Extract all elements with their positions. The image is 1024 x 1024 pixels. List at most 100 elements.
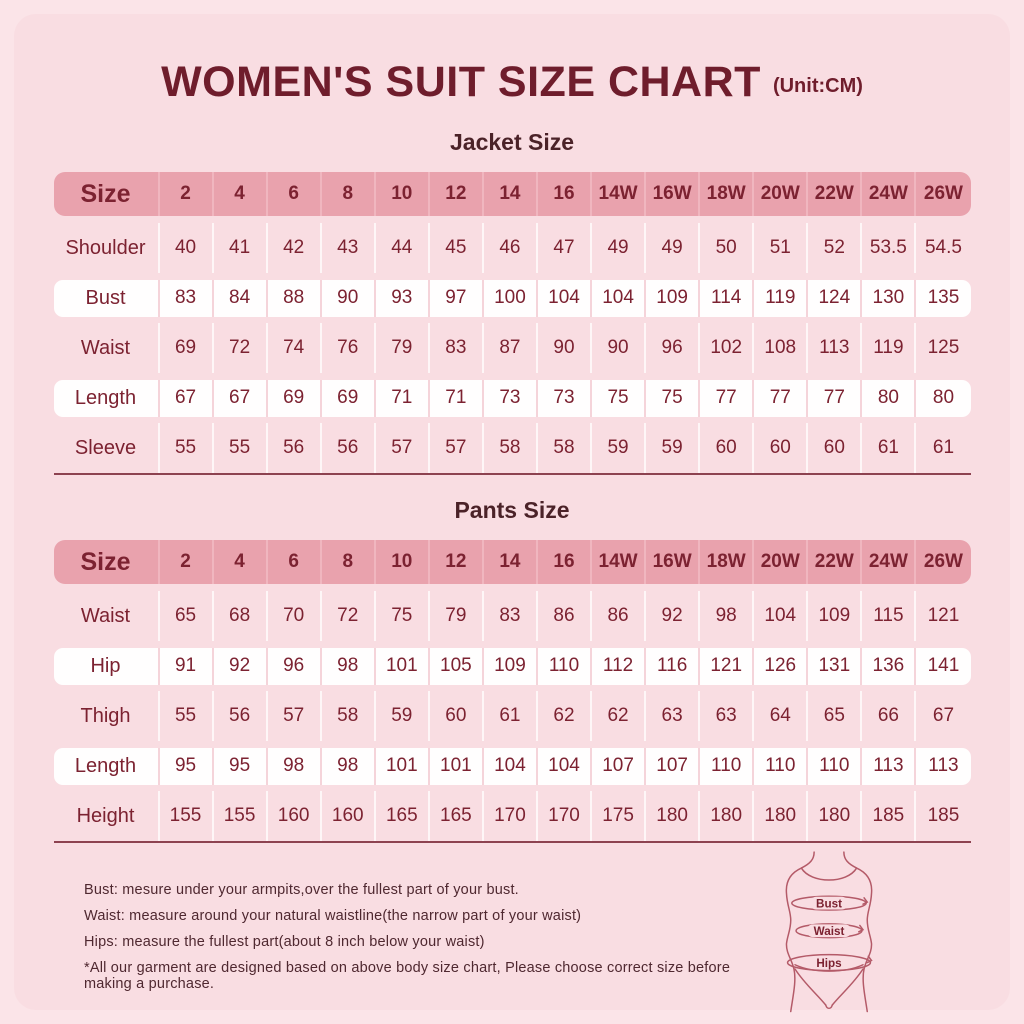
value-cell: 96 (646, 323, 701, 373)
value-cell: 71 (376, 379, 430, 417)
value-cell: 62 (592, 691, 647, 741)
value-cell: 69 (268, 379, 322, 417)
row-label: Length (54, 379, 160, 417)
header-cell: 26W (923, 551, 963, 572)
value-cell: 141 (927, 655, 960, 676)
header-cell: 2 (160, 172, 214, 216)
value-cell: 160 (268, 791, 322, 841)
value-cell: 113 (808, 323, 863, 373)
value-cell: 86 (538, 591, 593, 641)
bikini-crotch (825, 1004, 833, 1010)
value-cell: 77 (754, 379, 809, 417)
value-cell: 155 (160, 791, 214, 841)
value-cell: 109 (808, 591, 863, 641)
value-cell: 104 (754, 591, 809, 641)
value-cell: 109 (646, 279, 701, 317)
table-row: Bust 83 84 88 90 93 97 100 104 104 109 114 119 124 130… (53, 279, 971, 317)
value-cell: 180 (700, 791, 755, 841)
value-cell: 131 (808, 647, 863, 685)
bikini-right-leg (831, 968, 864, 1006)
row-label: Length (54, 747, 160, 785)
header-cell: 4 (214, 172, 268, 216)
value-cell: 63 (646, 691, 701, 741)
value-cell: 59 (646, 423, 701, 473)
size-table-header-row: Size 2 4 6 8 10 12 14 16 14W 16W 18W 20W 22W 24W 26W (53, 172, 971, 216)
value-cell: 44 (376, 223, 430, 273)
value-cell: 45 (430, 223, 484, 273)
value-cell: 101 (376, 647, 430, 685)
value-cell: 46 (484, 223, 538, 273)
value-cell: 41 (214, 223, 268, 273)
value-cell: 73 (538, 379, 593, 417)
value-cell: 136 (862, 647, 917, 685)
value-cell: 110 (754, 747, 809, 785)
table-row: Height 155 155 160 160 165 165 170 170 175 180 180 1… (54, 791, 971, 841)
header-cell: 16 (538, 172, 593, 216)
value-cell: 63 (700, 691, 755, 741)
value-cell: 57 (268, 691, 322, 741)
value-cell: 51 (754, 223, 809, 273)
value-cell: 98 (268, 747, 322, 785)
value-cell: 66 (862, 691, 917, 741)
value-cell: 80 (932, 387, 955, 408)
size-chart-panel: WOMEN'S SUIT SIZE CHART (Unit:CM) Jacket… (14, 14, 1010, 1013)
value-cell: 175 (592, 791, 647, 841)
unit-label: (Unit:CM) (772, 75, 863, 97)
value-cell: 104 (538, 747, 593, 785)
table-row: Length 67 67 69 69 71 71 73 73 75 75 77 77 77 80 80 (53, 379, 971, 417)
row-label: Thigh (54, 691, 160, 741)
header-cell: 14 (484, 540, 538, 584)
value-cell: 75 (592, 379, 647, 417)
value-cell: 105 (430, 647, 484, 685)
value-cell: 90 (538, 323, 593, 373)
value-cell: 110 (808, 747, 863, 785)
header-cell: 8 (322, 540, 376, 584)
row-label: Hip (54, 647, 160, 685)
value-cell: 90 (592, 323, 647, 373)
value-cell: 84 (214, 279, 268, 317)
value-cell: 69 (160, 323, 214, 373)
value-cell: 100 (484, 279, 538, 317)
hips-band (786, 953, 872, 972)
value-cell: 101 (430, 747, 484, 785)
value-cell: 68 (214, 591, 268, 641)
value-cell: 62 (538, 691, 593, 741)
table-row: Sleeve 55 55 56 56 57 57 58 58 59 59 60 60 60 61 61 (54, 423, 971, 473)
header-size-cell: Size (54, 172, 160, 216)
neckline (800, 867, 858, 881)
note-hips: Hips: measure the fullest part(about 8 i… (84, 934, 485, 950)
value-cell: 113 (862, 747, 917, 785)
header-cell: 14W (592, 540, 647, 584)
header-cell: 2 (160, 540, 214, 584)
value-cell: 72 (322, 591, 376, 641)
row-label: Bust (54, 279, 160, 317)
header-cell: 18W (700, 540, 755, 584)
bikini-left-leg (794, 968, 827, 1006)
value-cell: 119 (862, 323, 917, 373)
value-cell: 59 (592, 423, 647, 473)
value-cell: 49 (592, 223, 647, 273)
value-cell: 104 (592, 279, 647, 317)
table-row: Thigh 55 56 57 58 59 60 61 62 62 63 63 64 65 66 67 (54, 691, 971, 741)
value-cell: 107 (592, 747, 647, 785)
row-label: Shoulder (54, 223, 160, 273)
value-cell: 97 (430, 279, 484, 317)
value-cell: 87 (484, 323, 538, 373)
value-cell: 67 (932, 705, 955, 726)
value-cell: 91 (160, 647, 214, 685)
value-cell: 114 (700, 279, 755, 317)
value-cell: 74 (268, 323, 322, 373)
table-row: Waist 69 72 74 76 79 83 87 90 90 96 102 108 113 119 125 (54, 323, 971, 373)
value-cell: 107 (646, 747, 701, 785)
value-cell: 108 (754, 323, 809, 373)
header-cell: 6 (268, 172, 322, 216)
value-cell: 121 (700, 647, 755, 685)
value-cell: 115 (862, 591, 917, 641)
header-cell: 4 (214, 540, 268, 584)
value-cell: 57 (376, 423, 430, 473)
value-cell: 95 (214, 747, 268, 785)
body-measurement-figure: Bust Waist Hips (785, 851, 873, 1013)
value-cell: 95 (160, 747, 214, 785)
value-cell: 170 (484, 791, 538, 841)
value-cell: 57 (430, 423, 484, 473)
